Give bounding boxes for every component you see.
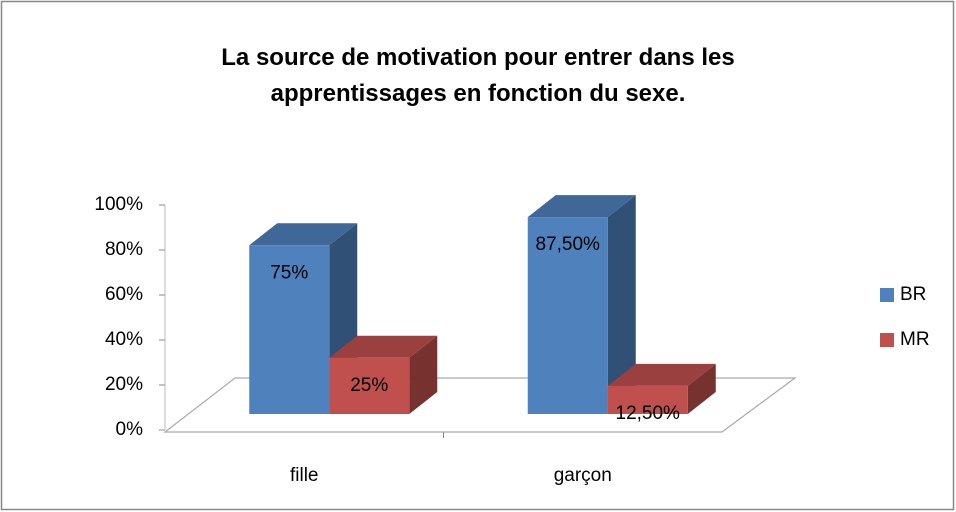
x-tick-label: garçon <box>554 465 612 486</box>
bar-top <box>607 363 716 386</box>
bar <box>329 357 410 414</box>
floor <box>163 377 797 433</box>
legend-swatch <box>880 333 894 347</box>
chart-title: La source de motivation pour entrer dans… <box>221 44 735 107</box>
data-label: 87,50% <box>536 234 601 255</box>
bar-top <box>527 195 636 218</box>
legend-swatch <box>880 288 894 302</box>
data-label: 25% <box>350 375 388 396</box>
data-label: 12,50% <box>616 403 681 424</box>
y-tick-label: 40% <box>105 329 143 350</box>
bar <box>607 385 688 414</box>
y-tick-label: 100% <box>94 194 143 215</box>
y-tick-label: 0% <box>116 419 144 440</box>
x-tick-label: fille <box>290 465 319 486</box>
bar-side <box>687 363 716 414</box>
bar-side <box>607 195 636 414</box>
data-label: 75% <box>270 262 308 283</box>
bar <box>527 217 608 414</box>
bar-top <box>249 223 358 246</box>
bar-side <box>409 335 438 414</box>
y-tick-label: 60% <box>105 284 143 305</box>
bar-top <box>329 335 438 358</box>
bar <box>249 245 330 414</box>
legend-label: BR <box>900 284 926 305</box>
y-tick-label: 20% <box>105 374 143 395</box>
y-tick-label: 80% <box>105 239 143 260</box>
legend-label: MR <box>900 329 930 350</box>
